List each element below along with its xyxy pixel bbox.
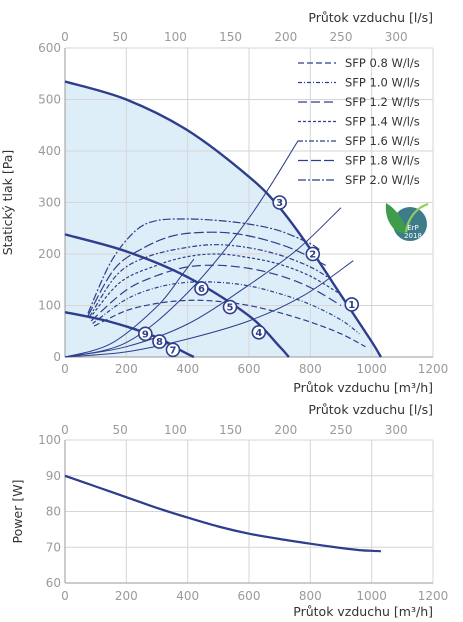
x2-tick-label: 200: [274, 30, 297, 44]
system-curve: [64, 258, 195, 358]
marker-circle: [152, 334, 167, 349]
x2-tick-label: 300: [385, 30, 408, 44]
y-axis-title: Statický tlak [Pa]: [0, 150, 15, 256]
marker-circle: [222, 299, 238, 315]
y-tick-label: 400: [38, 144, 61, 158]
operating-point-marker: 6: [194, 281, 209, 296]
operating-point-marker: 4: [251, 324, 267, 340]
legend-label: SFP 1.6 W/l/s: [345, 134, 420, 148]
x2-tick-label: 200: [274, 423, 297, 437]
marker-label: 1: [348, 300, 355, 311]
system-curve: [64, 260, 354, 358]
leaf-icon: [385, 203, 408, 234]
x-tick-label: 600: [238, 589, 261, 603]
legend-label: SFP 2.0 W/l/s: [345, 173, 420, 187]
y-tick-label: 70: [46, 540, 61, 554]
marker-circle: [138, 326, 153, 342]
legend-label: SFP 1.2 W/l/s: [345, 95, 420, 109]
marker-label: 3: [276, 198, 283, 209]
x-tick-label: 800: [299, 362, 322, 376]
x-tick-label: 1000: [356, 589, 387, 603]
sfp-curve: [88, 244, 333, 318]
sfp-curve: [90, 264, 342, 322]
x-tick-label: 1200: [418, 589, 449, 603]
marker-label: 2: [309, 250, 316, 261]
x2-tick-label: 0: [61, 30, 69, 44]
x-tick-label: 400: [176, 589, 199, 603]
marker-circle: [344, 297, 360, 312]
marker-circle: [165, 342, 181, 358]
y-tick-label: 100: [38, 433, 61, 447]
legend-label: SFP 0.8 W/l/s: [345, 56, 420, 70]
fan-curve: [64, 233, 290, 358]
operating-point-marker: 5: [222, 299, 238, 315]
marker-circle: [251, 324, 267, 340]
marker-label: 5: [227, 303, 234, 314]
x2-axis-title: Průtok vzduchu [l/s]: [308, 402, 433, 417]
x2-tick-label: 150: [219, 423, 242, 437]
x-tick-label: 600: [238, 362, 261, 376]
operating-point-marker: 1: [344, 297, 360, 312]
operating-point-marker: 7: [165, 342, 181, 358]
legend-label: SFP 1.0 W/l/s: [345, 76, 420, 90]
x-axis-title: Průtok vzduchu [m³/h]: [293, 604, 433, 619]
x2-tick-label: 50: [113, 423, 128, 437]
x2-tick-label: 250: [330, 30, 353, 44]
x-tick-label: 200: [115, 589, 138, 603]
x2-tick-label: 150: [219, 30, 242, 44]
system-curve: [64, 207, 342, 358]
x2-tick-label: 0: [61, 423, 69, 437]
x2-tick-label: 100: [164, 423, 187, 437]
sfp-curve: [89, 253, 339, 319]
operating-area: [65, 81, 381, 357]
legend-label: SFP 1.8 W/l/s: [345, 154, 420, 168]
legend-label: SFP 1.4 W/l/s: [345, 115, 420, 129]
operating-point-marker: 8: [152, 334, 167, 349]
x-axis-title: Průtok vzduchu [m³/h]: [293, 380, 433, 395]
y-tick-label: 90: [46, 469, 61, 483]
x-tick-label: 1000: [356, 362, 387, 376]
power-curve: [64, 474, 381, 553]
leaf-stem-icon: [404, 202, 429, 233]
y-tick-label: 0: [53, 350, 61, 364]
marker-label: 6: [198, 284, 205, 295]
x2-axis-title: Průtok vzduchu [l/s]: [308, 10, 433, 25]
erp-badge-text: ErP: [407, 224, 419, 232]
y-tick-label: 80: [46, 505, 61, 519]
y-tick-label: 200: [38, 247, 61, 261]
x-tick-label: 1200: [418, 362, 449, 376]
marker-label: 7: [169, 345, 176, 356]
x-tick-label: 800: [299, 589, 322, 603]
operating-point-marker: 2: [305, 246, 321, 262]
y-tick-label: 300: [38, 196, 61, 210]
operating-point-marker: 9: [138, 326, 153, 342]
y-axis-title: Power [W]: [10, 480, 25, 544]
erp-badge-year: 2018: [404, 232, 422, 240]
x-tick-label: 200: [115, 362, 138, 376]
marker-label: 4: [255, 328, 262, 339]
x-tick-label: 400: [176, 362, 199, 376]
x2-tick-label: 50: [113, 30, 128, 44]
marker-circle: [272, 195, 287, 210]
marker-label: 8: [156, 337, 163, 348]
x-tick-label: 0: [61, 589, 69, 603]
x-tick-label: 0: [61, 362, 69, 376]
marker-circle: [194, 281, 209, 296]
marker-label: 9: [142, 329, 149, 340]
y-tick-label: 600: [38, 41, 61, 55]
marker-circle: [305, 246, 321, 262]
sfp-curve: [87, 231, 326, 317]
y-tick-label: 60: [46, 576, 61, 590]
x2-tick-label: 300: [385, 423, 408, 437]
operating-point-marker: 3: [272, 195, 287, 210]
x2-tick-label: 250: [330, 423, 353, 437]
y-tick-label: 100: [38, 299, 61, 313]
x2-tick-label: 100: [164, 30, 187, 44]
system-curve: [64, 140, 299, 358]
y-tick-label: 500: [38, 93, 61, 107]
sfp-curve: [92, 281, 360, 335]
